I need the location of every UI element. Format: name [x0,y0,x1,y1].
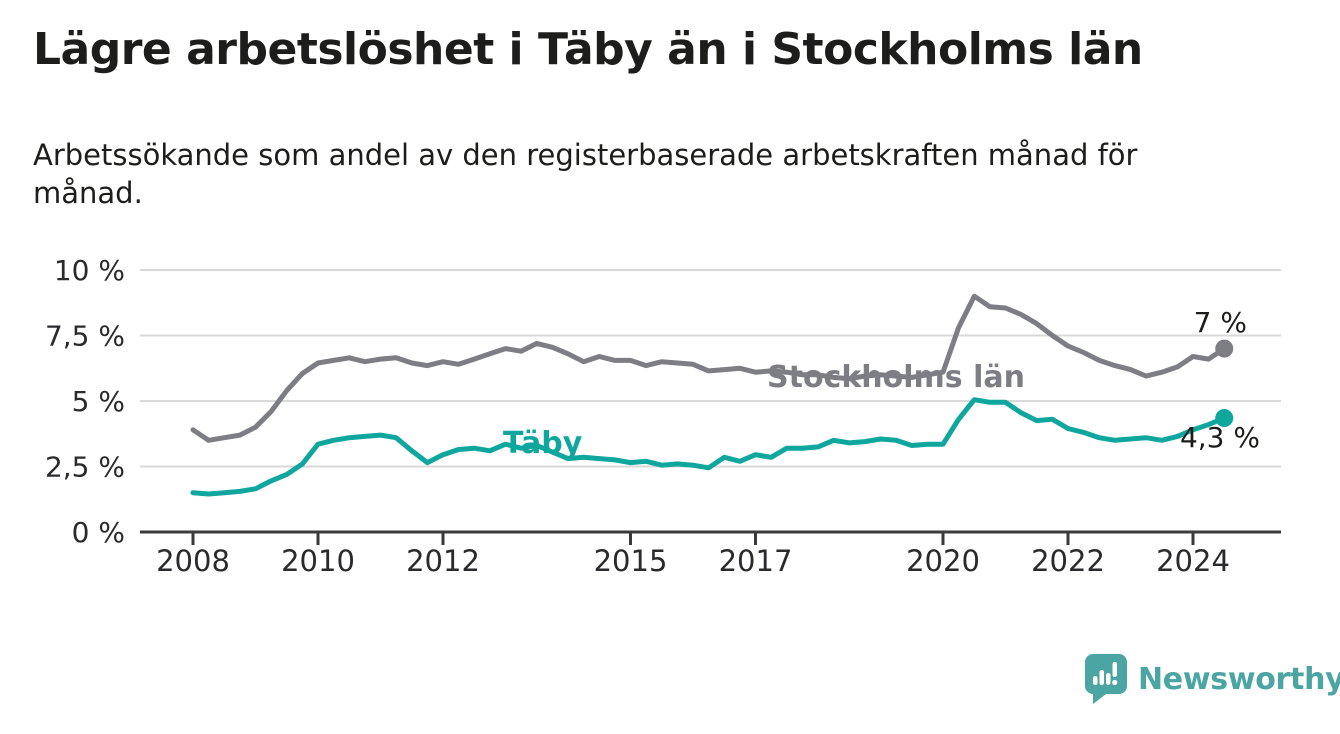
unemployment-line-chart: 0 % 2,5 % 5 % 7,5 % 10 % 2008 2010 2012 2015 2017… [45,254,1281,578]
logo-bar-1 [1093,676,1098,685]
series-line-t-by [190,397,1227,497]
y-tick-label-5-: 5 % [72,385,125,418]
y-tick-label-7-5-: 7,5 % [45,320,125,353]
x-tick-label-2022: 2022 [1031,544,1105,578]
y-tick-label-2-5-: 2,5 % [45,451,125,484]
logo-exclamation-stem [1112,662,1117,677]
newsworthy-logo-icon [1085,654,1127,704]
newsworthy-brand-name: Newsworthy [1138,661,1340,697]
x-tick-label-2008: 2008 [156,544,230,578]
series-line-stockholms-l-n [190,293,1227,443]
x-tick-label-2010: 2010 [281,544,355,578]
y-tick-label-0-: 0 % [72,516,125,549]
chart-title: Lägre arbetslöshet i Täby än i Stockholm… [33,24,1143,75]
x-tick-label-2024: 2024 [1156,544,1230,578]
series-end-dot-t-by [1215,409,1234,428]
y-tick-label-10-: 10 % [54,254,125,287]
series-end-dot-stockholms-l-n [1215,339,1234,358]
x-tick-label-2020: 2020 [906,544,980,578]
chart-subtitle: Arbetssökande som andel av den registerb… [33,136,1137,212]
chart-subtitle-line-2: månad. [33,176,143,210]
series-end-value-stockholms-l-n: 7 % [1194,306,1247,339]
series-label-stockholms-l-n: Stockholms län [767,360,1025,395]
x-tick-label-2012: 2012 [406,544,480,578]
series-end-value-t-by: 4,3 % [1180,421,1260,454]
chart-subtitle-line-1: Arbetssökande som andel av den registerb… [33,138,1138,172]
logo-exclamation-dot [1112,679,1118,686]
newsworthy-logo: Newsworthy [1085,653,1340,705]
x-tick-label-2015: 2015 [594,544,668,578]
logo-bar-3 [1106,673,1111,685]
logo-bar-2 [1099,670,1104,685]
x-tick-label-2017: 2017 [719,544,793,578]
series-label-t-by: Täby [503,426,583,461]
